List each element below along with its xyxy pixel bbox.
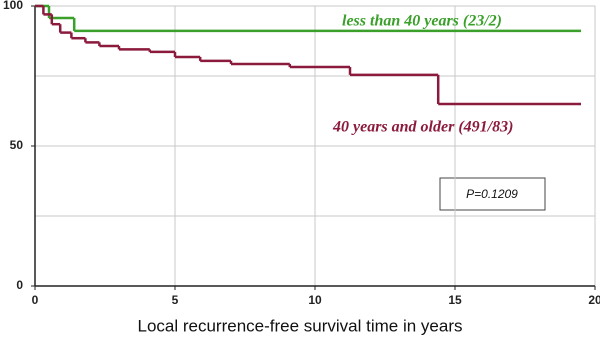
- y-tick-label: 0: [16, 278, 23, 292]
- x-tick-label: 5: [172, 293, 179, 307]
- x-tick-label: 10: [308, 293, 322, 307]
- y-tick-label: 50: [10, 138, 24, 152]
- x-axis-title: Local recurrence-free survival time in y…: [137, 316, 462, 335]
- series-label: 40 years and older (491/83): [332, 119, 513, 136]
- x-tick-label: 20: [588, 293, 600, 307]
- x-tick-label: 15: [448, 293, 462, 307]
- series-label: less than 40 years (23/2): [342, 13, 502, 30]
- annotation-box: [439, 177, 546, 211]
- y-tick-label: 100: [3, 0, 23, 12]
- p-value: P=0.1209: [466, 187, 518, 201]
- x-tick-label: 0: [32, 293, 39, 307]
